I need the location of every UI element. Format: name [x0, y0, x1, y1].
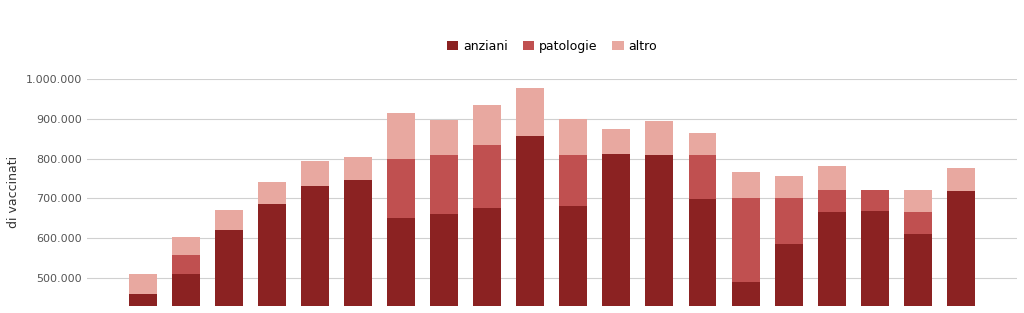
Bar: [258, 182, 286, 204]
Bar: [215, 210, 243, 230]
Bar: [645, 155, 674, 313]
Legend: anziani, patologie, altro: anziani, patologie, altro: [441, 35, 663, 58]
Bar: [172, 237, 200, 255]
Bar: [817, 166, 846, 190]
Bar: [430, 214, 458, 313]
Bar: [344, 156, 372, 180]
Bar: [817, 212, 846, 313]
Bar: [861, 211, 889, 313]
Bar: [688, 155, 717, 199]
Bar: [516, 136, 545, 313]
Bar: [301, 187, 329, 313]
Bar: [731, 172, 760, 198]
Bar: [172, 255, 200, 274]
Bar: [129, 294, 157, 313]
Bar: [947, 191, 975, 313]
Bar: [861, 190, 889, 211]
Bar: [559, 206, 588, 313]
Bar: [817, 190, 846, 212]
Bar: [904, 234, 932, 313]
Bar: [473, 145, 502, 208]
Bar: [430, 155, 458, 214]
Bar: [904, 190, 932, 212]
Bar: [344, 180, 372, 313]
Bar: [904, 212, 932, 234]
Bar: [645, 121, 674, 155]
Bar: [516, 88, 545, 136]
Bar: [387, 113, 415, 158]
Bar: [387, 218, 415, 313]
Bar: [215, 230, 243, 313]
Bar: [301, 161, 329, 187]
Bar: [731, 282, 760, 313]
Bar: [430, 120, 458, 155]
Bar: [473, 208, 502, 313]
Bar: [129, 274, 157, 294]
Bar: [387, 158, 415, 218]
Bar: [774, 244, 803, 313]
Bar: [774, 198, 803, 244]
Bar: [559, 120, 588, 155]
Bar: [172, 274, 200, 313]
Bar: [774, 176, 803, 198]
Bar: [473, 105, 502, 145]
Bar: [947, 168, 975, 191]
Bar: [602, 154, 631, 313]
Bar: [559, 155, 588, 206]
Bar: [602, 129, 631, 154]
Bar: [258, 204, 286, 313]
Bar: [688, 199, 717, 313]
Bar: [688, 133, 717, 155]
Bar: [731, 198, 760, 282]
Y-axis label: di vaccinati: di vaccinati: [7, 156, 19, 228]
